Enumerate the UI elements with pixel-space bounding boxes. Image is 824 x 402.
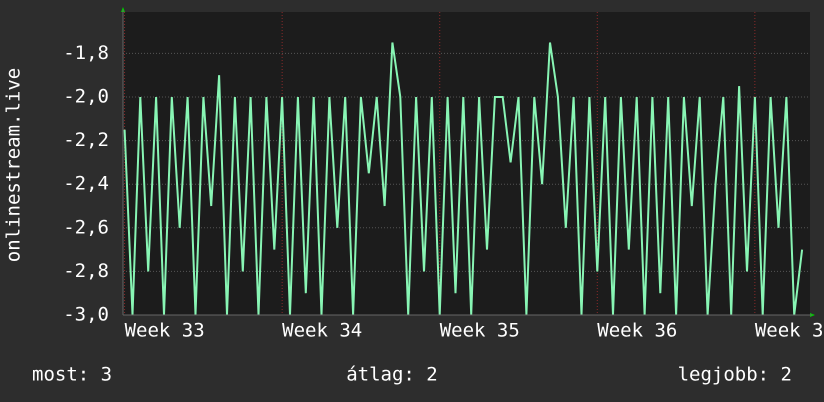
x-tick-label: Week 35 bbox=[440, 320, 520, 342]
stat-label: most: 3 bbox=[32, 364, 112, 386]
stat-label: legjobb: 2 bbox=[678, 364, 792, 386]
y-axis-label: onlinestream.live bbox=[3, 68, 25, 262]
y-tick-label: -3,0 bbox=[63, 304, 109, 326]
stat-label: átlag: 2 bbox=[346, 364, 438, 386]
data-line bbox=[123, 42, 804, 316]
x-tick-label: Week 33 bbox=[125, 320, 205, 342]
y-tick-label: -2,0 bbox=[63, 86, 109, 108]
y-tick-label: -2,4 bbox=[63, 173, 109, 195]
x-tick-label: Week 37 bbox=[755, 320, 824, 342]
y-tick-label: -1,8 bbox=[63, 42, 109, 64]
axis-arrow bbox=[121, 7, 125, 12]
y-tick-label: -2,8 bbox=[63, 260, 109, 282]
y-tick-label: -2,6 bbox=[63, 216, 109, 238]
x-tick-label: Week 34 bbox=[282, 320, 362, 342]
y-tick-label: -2,2 bbox=[63, 129, 109, 151]
x-tick-label: Week 36 bbox=[597, 320, 677, 342]
axis-arrow bbox=[810, 313, 815, 317]
